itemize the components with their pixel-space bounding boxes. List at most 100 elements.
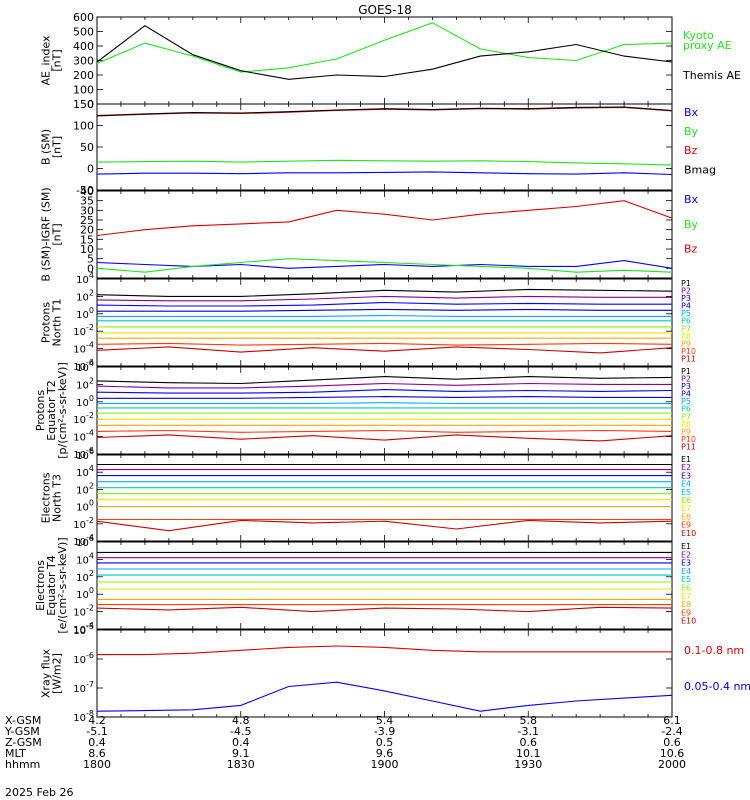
panels-group: 0100200300400500600AE_index[nT]Kyotoprox… <box>34 11 750 724</box>
panel-frame <box>96 541 673 630</box>
legend-entry: E9 <box>681 521 691 530</box>
y-tick-label: 102 <box>76 481 94 496</box>
x-tick-value: 5.4 <box>376 714 394 727</box>
legend-entry: P2 <box>681 375 691 384</box>
series-line-p4 <box>97 308 672 312</box>
y-axis-label: B (SM)-IGRF (SM)[nT] <box>40 187 64 281</box>
series-line-bmag <box>96 106 673 117</box>
series-line-p11 <box>96 346 673 354</box>
legend-entry: P10 <box>681 435 696 444</box>
y-tick-label: 10-2 <box>73 604 94 619</box>
series-line-p2 <box>96 382 672 389</box>
x-tick-value: 1830 <box>227 758 255 771</box>
y-tick-label: 100 <box>73 84 94 97</box>
y-tick-label: 30 <box>80 204 94 217</box>
legend-entry: E8 <box>681 512 691 521</box>
legend-entry: E6 <box>681 496 691 505</box>
x-row-label: Y-GSM <box>4 725 40 738</box>
legend-entry: E8 <box>681 600 691 609</box>
series-line-p3 <box>96 389 673 394</box>
x-tick-value: 2000 <box>658 758 686 771</box>
y-tick-label: 25 <box>80 214 94 227</box>
y-tick-label: 40 <box>80 185 94 198</box>
y-tick-label: 100 <box>76 306 94 321</box>
series-line-p11 <box>96 434 673 442</box>
series-line-p2 <box>96 295 672 302</box>
series-line-p4 <box>97 396 672 399</box>
y-tick-label: 5 <box>87 253 94 266</box>
legend-entry: P11 <box>681 442 696 451</box>
series-line-themis-ae <box>96 25 673 80</box>
date-label: 2025 Feb 26 <box>5 786 73 799</box>
panel-frame <box>96 103 673 191</box>
y-tick-label: 100 <box>76 394 94 409</box>
series-line-p1 <box>96 288 673 297</box>
legend-entry: Bz <box>684 144 698 157</box>
series-line-kyoto-proxy-ae <box>96 22 673 73</box>
legend-entry: E4 <box>681 567 691 576</box>
x-row-label: Z-GSM <box>5 736 42 749</box>
y-tick-label: 106 <box>76 534 94 549</box>
y-tick-label: 102 <box>76 376 94 391</box>
series-line-0-05-0-4-nm <box>96 681 673 712</box>
legend-entry: P5 <box>681 397 691 406</box>
legend-entry: P7 <box>681 324 691 333</box>
x-tick-value: 9.1 <box>232 747 250 760</box>
y-tick-label: 104 <box>76 271 94 286</box>
x-tick-value: 0.6 <box>663 736 681 749</box>
series-line-p5 <box>97 314 672 317</box>
x-tick-value: 0.4 <box>88 736 106 749</box>
legend-entry: E10 <box>681 529 696 538</box>
legend-entry: P4 <box>681 302 691 311</box>
series-line-by <box>96 159 673 166</box>
y-tick-label: 10-4 <box>73 341 94 356</box>
x-tick-value: 1930 <box>514 758 542 771</box>
legend-entry: E3 <box>681 559 691 568</box>
legend-entry: P2 <box>681 287 691 296</box>
legend-entry: E10 <box>681 617 696 626</box>
y-tick-label: 0 <box>87 98 94 111</box>
x-tick-value: 0.6 <box>520 736 538 749</box>
legend-entry: P8 <box>681 420 691 429</box>
legend-entry: 0.1-0.8 nm <box>684 644 744 657</box>
series-line-by <box>96 258 673 273</box>
legend-entry: P1 <box>681 367 691 376</box>
y-tick-label: 10 <box>80 243 94 256</box>
y-tick-label: 100 <box>76 586 94 601</box>
panel-7: 106 104 102 100 10-2 10-4 ElectronsEquator T4[… <box>34 534 696 636</box>
legend-entry: P7 <box>681 412 691 421</box>
legend-entry: E5 <box>681 488 691 497</box>
y-tick-label: -50 <box>76 184 94 197</box>
y-tick-label: 10-6 <box>73 446 94 461</box>
series-line-p5 <box>97 402 672 405</box>
legend-entry: Kyoto <box>683 29 714 42</box>
y-tick-label: 15 <box>80 233 94 246</box>
y-tick-label: 10-6 <box>73 651 94 666</box>
y-tick-label: 400 <box>73 40 94 53</box>
x-tick-value: 5.8 <box>520 714 538 727</box>
x-axis-table: X-GSMY-GSMZ-GSMMLThhmm4.2-5.10.48.618004… <box>4 714 686 771</box>
y-tick-label: 0 <box>87 262 94 275</box>
panel-frame <box>96 278 673 367</box>
legend-entry: P3 <box>681 382 691 391</box>
x-tick-value: -2.4 <box>661 725 682 738</box>
y-tick-label: 600 <box>73 11 94 24</box>
legend-entry: 0.05-0.4 nm <box>684 680 750 693</box>
y-tick-label: 10-5 <box>73 622 94 637</box>
legend-entry: proxy AE <box>683 39 732 52</box>
legend-entry: P5 <box>681 309 691 318</box>
legend-entry: Bx <box>684 106 699 119</box>
panel-5: 104 102 100 10-2 10-4 10-6 ProtonsEquator T2[p… <box>34 359 696 461</box>
y-axis-label: ProtonsNorth T1 <box>40 299 64 347</box>
y-tick-label: 10-2 <box>73 516 94 531</box>
series-line-p3 <box>96 301 672 307</box>
x-tick-value: -4.5 <box>230 725 251 738</box>
legend-entry: P11 <box>681 354 696 363</box>
y-tick-label: 10-7 <box>73 680 94 695</box>
panel-2: -50 0 50 100 150 B (SM)[nT] Bx By Bz Bmag <box>40 98 717 197</box>
panel-8: 10-5 10-6 10-7 10-8 Xray flux[W/m2] 0.1-0.8 n… <box>40 622 750 724</box>
legend-entry: P1 <box>681 279 691 288</box>
